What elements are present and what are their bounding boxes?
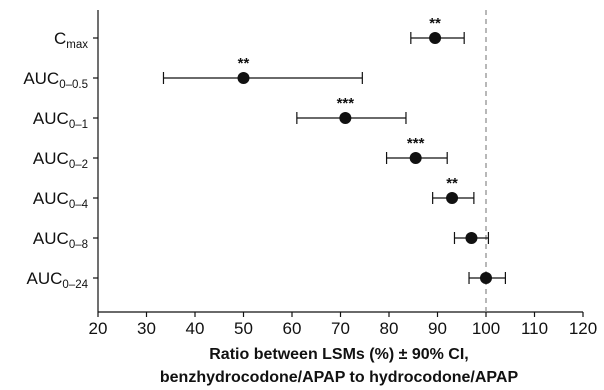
category-label-main: AUC [33, 189, 69, 208]
category-label: AUC0–4 [33, 189, 89, 211]
category-label-main: AUC [33, 109, 69, 128]
significance-label: *** [407, 135, 425, 152]
x-axis-label-line-2: benzhydrocodone/APAP to hydrocodone/APAP [160, 369, 519, 386]
x-tick-label: 70 [331, 319, 350, 338]
category-label-sub: max [66, 39, 88, 51]
x-axis-label-line-1: Ratio between LSMs (%) ± 90% CI, [209, 346, 469, 363]
x-tick-label: 120 [569, 319, 597, 338]
category-label-main: AUC [27, 269, 63, 288]
category-labels: CmaxAUC0–0.5AUC0–1AUC0–2AUC0–4AUC0–8AUC0… [23, 29, 98, 291]
x-tick-label: 110 [521, 319, 548, 338]
category-label-main: AUC [33, 229, 69, 248]
x-tick-label: 40 [186, 319, 205, 338]
significance-label: ** [446, 175, 458, 192]
category-label-sub: 0–8 [69, 239, 88, 251]
category-label: AUC0–0.5 [23, 69, 88, 91]
x-tick-label: 50 [234, 319, 253, 338]
category-label-main: AUC [33, 149, 69, 168]
category-label-sub: 0–1 [69, 119, 88, 131]
category-label: AUC0–1 [33, 109, 88, 131]
x-tick-label: 20 [89, 319, 108, 338]
category-label: AUC0–8 [33, 229, 88, 251]
significance-label: *** [337, 95, 355, 112]
x-tick-label: 80 [380, 319, 399, 338]
significance-label: ** [429, 15, 441, 32]
plot-axes [97, 10, 583, 313]
x-tick-label: 100 [472, 319, 500, 338]
point-marker [465, 232, 478, 244]
category-label-sub: 0–24 [62, 279, 88, 291]
significance-label: ** [238, 55, 250, 72]
category-label-sub: 0–4 [69, 199, 89, 211]
category-label: AUC0–24 [27, 269, 89, 291]
x-tick-label: 90 [428, 319, 447, 338]
point-marker [480, 272, 492, 284]
point-marker [429, 32, 442, 44]
category-label-sub: 0–0.5 [59, 79, 88, 91]
point-marker [237, 72, 250, 84]
point-marker [446, 192, 459, 204]
data-marks: ************ [162, 15, 506, 284]
x-tick-label: 60 [283, 319, 302, 338]
x-tick-label: 30 [137, 319, 156, 338]
category-label-sub: 0–2 [69, 159, 88, 171]
point-marker [409, 152, 422, 164]
point-marker [339, 112, 352, 124]
category-label: AUC0–2 [33, 149, 88, 171]
category-label: Cmax [54, 29, 88, 51]
x-ticks: 20 30 40 50 60 70 80 90 100 110 120 [89, 312, 597, 338]
category-label-main: AUC [23, 69, 59, 88]
category-label-main: C [54, 29, 66, 48]
